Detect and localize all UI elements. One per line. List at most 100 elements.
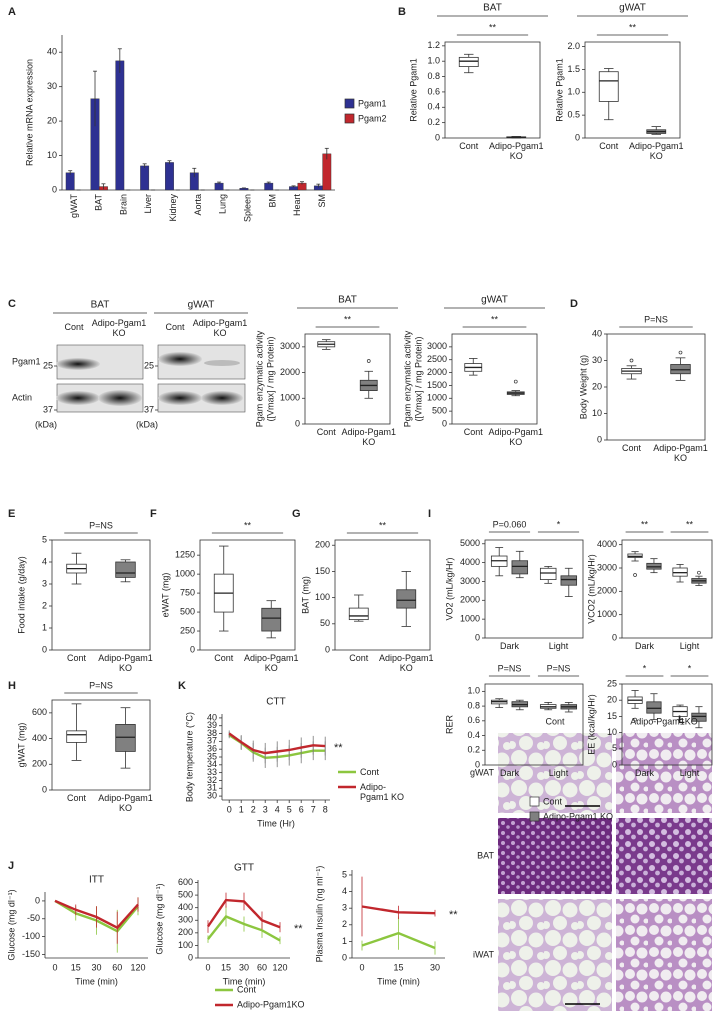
y-tick-label: 0 bbox=[475, 759, 480, 769]
x-tick-label: 60 bbox=[112, 962, 122, 972]
y-tick-label: -50 bbox=[27, 913, 40, 923]
significance: * bbox=[643, 663, 647, 673]
x-tick-label-box: Adipo-Pgam1 KO bbox=[488, 427, 543, 447]
x-tick-label-box: Adipo-Pgam1 KO bbox=[98, 653, 153, 673]
legend-swatch bbox=[529, 796, 540, 807]
x-tick-label-box: Dark bbox=[500, 641, 519, 651]
y-tick-label: 36 bbox=[207, 744, 217, 754]
significance: ** bbox=[491, 314, 499, 324]
y-tick-label: 20 bbox=[592, 381, 602, 391]
y-tick-label: 1000 bbox=[175, 569, 195, 579]
x-tick-label-box: Cont bbox=[599, 141, 618, 151]
y-tick-label: 4 bbox=[342, 886, 347, 896]
y-tick-label: 2 bbox=[42, 600, 47, 610]
lane-label-box: Cont bbox=[64, 322, 83, 332]
x-tick-label: BAT bbox=[94, 194, 104, 211]
y-tick-label: 1.0 bbox=[567, 87, 580, 97]
box bbox=[646, 701, 662, 714]
x-tick-label: Adipo-Pgam1 KO bbox=[488, 141, 544, 161]
significance: ** bbox=[379, 520, 387, 530]
x-tick-label: 6 bbox=[299, 804, 304, 814]
y-tick-label: 5 bbox=[342, 869, 347, 879]
x-tick-label: Adipo-Pgam1 KO bbox=[98, 793, 153, 813]
significance: ** bbox=[334, 742, 343, 754]
unit-label: (kDa) bbox=[35, 419, 57, 429]
y-tick-label: -100 bbox=[22, 931, 40, 941]
y-axis-label: Relative Pgam1 bbox=[408, 58, 418, 122]
significance: P=NS bbox=[89, 680, 113, 690]
significance: ** bbox=[641, 519, 649, 529]
box bbox=[396, 589, 417, 609]
x-tick-label-box: Light bbox=[680, 641, 700, 651]
series-line bbox=[228, 732, 326, 755]
y-axis-label: Pgam enzymatic activity bbox=[402, 330, 412, 427]
y-tick-label: 3000 bbox=[460, 576, 480, 586]
x-tick-label-box: Cont bbox=[349, 653, 368, 663]
y-tick-label: 0 bbox=[190, 644, 195, 654]
plot-frame bbox=[51, 699, 151, 791]
y-tick-label: 500 bbox=[432, 406, 447, 416]
y-tick-label: 50 bbox=[320, 618, 330, 628]
y-tick-label: 1000 bbox=[597, 609, 617, 619]
y-tick-label: 0.6 bbox=[427, 86, 440, 96]
y-axis-label: eWAT (mg) bbox=[160, 573, 170, 618]
y-tick-label: 400 bbox=[178, 902, 193, 912]
panel-letter: D bbox=[570, 298, 578, 310]
y-axis-label: VO2 (mL/kg/Hr) bbox=[444, 557, 454, 620]
y-axis-label: BAT (mg) bbox=[300, 576, 310, 614]
panel-letter: H bbox=[8, 680, 16, 692]
x-tick-label: 0 bbox=[205, 962, 210, 972]
x-tick-label: 3 bbox=[263, 804, 268, 814]
y-tick-label: 0 bbox=[52, 184, 57, 194]
y-tick-label: 2000 bbox=[597, 586, 617, 596]
x-tick-label: 120 bbox=[272, 962, 287, 972]
x-tick-label: Cont bbox=[66, 653, 86, 663]
box bbox=[261, 607, 282, 632]
x-axis-label: Time (min) bbox=[223, 976, 266, 986]
y-tick-label: 40 bbox=[47, 47, 57, 57]
panel-letter: C bbox=[8, 298, 16, 310]
x-tick-label: gWAT bbox=[69, 193, 79, 218]
y-tick-label: 10 bbox=[592, 408, 602, 418]
x-tick-label-box: Dark bbox=[635, 768, 654, 778]
box bbox=[458, 56, 479, 67]
chart-title: gWAT bbox=[481, 295, 508, 306]
legend-swatch bbox=[344, 98, 355, 109]
box bbox=[598, 71, 619, 102]
y-tick-label: 0 bbox=[575, 132, 580, 142]
box bbox=[66, 730, 87, 743]
outlier bbox=[633, 717, 637, 722]
y-tick-label: 5 bbox=[612, 743, 617, 753]
x-tick-label: 0 bbox=[52, 962, 57, 972]
panel-letter: A bbox=[8, 6, 16, 18]
significance: ** bbox=[686, 519, 694, 529]
y-axis-label: Food intake (g/day) bbox=[16, 556, 26, 634]
x-axis-label: Time (min) bbox=[75, 976, 118, 986]
y-tick-label: 500 bbox=[178, 889, 193, 899]
legend-label-box: Cont bbox=[360, 767, 379, 777]
x-tick-label-box: Adipo-Pgam1 KO bbox=[98, 793, 153, 813]
y-tick-label: 250 bbox=[180, 625, 195, 635]
chart-title: GTT bbox=[234, 863, 254, 874]
y-tick-label: 1500 bbox=[427, 380, 447, 390]
y-tick-label: 10 bbox=[607, 727, 617, 737]
legend-label: Adipo-Pgam1 KO bbox=[543, 811, 613, 821]
y-tick-label: 750 bbox=[180, 587, 195, 597]
series-line bbox=[207, 898, 281, 929]
series-line bbox=[54, 899, 139, 930]
y-axis-label: gWAT (mg) bbox=[16, 723, 26, 768]
x-tick-label: Dark bbox=[499, 768, 519, 778]
blot-title: BAT bbox=[91, 300, 110, 311]
lane-label: Cont bbox=[165, 322, 185, 332]
x-tick-label: Adipo-Pgam1 KO bbox=[243, 653, 299, 673]
x-tick-label-box: Cont bbox=[464, 427, 483, 437]
y-axis-label: RER bbox=[444, 715, 454, 735]
y-tick-label: 15 bbox=[607, 711, 617, 721]
x-tick-label: Adipo-Pgam1 KO bbox=[628, 141, 684, 161]
legend-label: Adipo-Pgam1KO bbox=[237, 999, 305, 1009]
y-tick-label: 0.8 bbox=[467, 700, 480, 710]
x-tick-label: Adipo-Pgam1 KO bbox=[378, 653, 434, 673]
y-tick-label: 34 bbox=[207, 759, 217, 769]
marker-label: 25 bbox=[144, 360, 154, 370]
